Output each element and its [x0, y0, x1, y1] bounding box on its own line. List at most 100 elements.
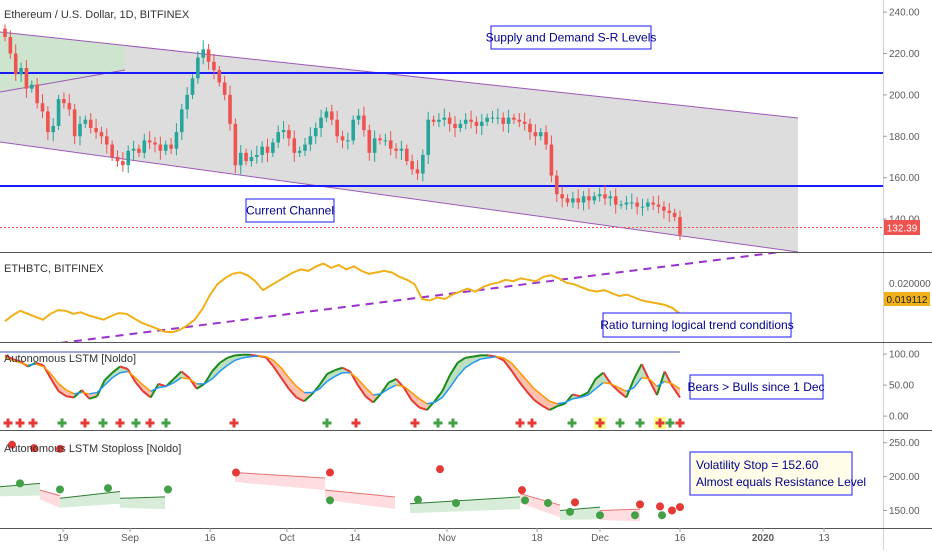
time-axis-label: 16: [674, 533, 686, 544]
candle: [51, 118, 56, 142]
lstm-fast-segment: [134, 381, 144, 392]
lstm-slow-segment: [318, 380, 328, 390]
candle: [678, 210, 682, 241]
lstm-slow-segment: [288, 377, 298, 387]
stop-dot-red: [636, 500, 644, 509]
candle: [394, 143, 398, 159]
lstm-fill-segment: [327, 370, 335, 382]
ratio-tag-text: 0.019112: [887, 295, 928, 306]
candle-body: [587, 196, 591, 201]
candle-body: [190, 78, 195, 95]
lstm-slow-segment: [671, 383, 681, 390]
candle-body: [672, 212, 677, 217]
candle: [222, 75, 227, 101]
candle-body: [303, 144, 307, 151]
stop-line-segment: [599, 508, 641, 511]
stop-dot-red: [656, 502, 664, 511]
lstm-slow-segment: [388, 384, 397, 390]
lstm-slow-segment: [364, 387, 374, 396]
time-axis-label: 16: [204, 533, 216, 544]
lstm-slow-segment: [134, 377, 144, 386]
time-axis[interactable]: 19 Sep 16 Oct 14 Nov 18 Dec 16 2020 13: [57, 528, 830, 544]
candle: [276, 125, 281, 148]
lstm-slow-segment: [396, 384, 404, 388]
stop-dot-red: [676, 503, 684, 512]
lstm-slow-segment: [403, 385, 413, 394]
candle: [121, 152, 125, 172]
candle-body: [228, 94, 232, 124]
candle: [212, 53, 216, 80]
lstm-fill-segment: [595, 372, 604, 389]
stop-dot-green: [56, 485, 64, 494]
stop-line-segment: [234, 472, 326, 479]
lstm-fast-segment: [433, 390, 444, 402]
lstm-fill-segment: [58, 383, 67, 397]
candle-body: [153, 142, 157, 145]
lstm-fast-segment: [227, 354, 236, 359]
candle-body: [421, 154, 425, 174]
lstm-slow-segment: [27, 363, 36, 367]
candle-body: [51, 125, 56, 133]
candle: [40, 94, 45, 119]
lstm-fast-segment: [203, 370, 213, 385]
lstm-fast-segment: [380, 382, 390, 395]
lstm-slow-segment: [296, 385, 305, 394]
candle-body: [179, 109, 184, 133]
bear-signal-marker: [515, 418, 525, 428]
lstm-slow-segment: [656, 380, 666, 387]
candle: [656, 195, 661, 214]
lstm-fast-segment: [35, 361, 44, 367]
candle-body: [646, 202, 650, 207]
candle-body: [35, 84, 39, 104]
time-axis-label: Dec: [591, 533, 609, 544]
lstm-fast-segment: [318, 373, 328, 386]
lstm-slow-segment: [272, 359, 282, 369]
candle: [260, 141, 264, 163]
price-pane-title: Ethereum / U.S. Dollar, 1D, BITFINEX: [4, 9, 190, 21]
candle-body: [544, 132, 548, 145]
lstm-fill-segment: [526, 380, 535, 401]
lstm-fill-segment: [511, 362, 519, 382]
candle-body: [265, 146, 270, 153]
candle: [110, 140, 114, 162]
candle: [421, 149, 425, 182]
candle-body: [56, 99, 61, 126]
candle: [313, 122, 318, 145]
lstm-slow-segment: [518, 370, 528, 381]
lstm-slow-segment: [418, 398, 428, 405]
candle: [281, 120, 286, 139]
lstm-slow-segment: [326, 375, 336, 383]
lstm-fast-segment: [372, 393, 382, 404]
lstm-pane: [0, 351, 685, 429]
candle-body: [40, 103, 45, 112]
annotation-channel-text: Current Channel: [246, 204, 334, 218]
stop-dot-red: [56, 444, 64, 453]
candle-body: [619, 204, 623, 206]
candle: [474, 116, 479, 134]
lstm-fast-segment: [89, 395, 98, 400]
lstm-fast-segment: [342, 366, 351, 373]
candle: [496, 108, 500, 125]
lstm-fast-segment: [449, 362, 459, 376]
candle-body: [185, 94, 189, 110]
lstm-slow-segment: [127, 370, 136, 379]
lstm-fast-segment: [311, 384, 321, 396]
candle: [94, 118, 98, 139]
stop-dot-green: [326, 496, 334, 505]
candle: [410, 154, 414, 175]
price-axis-label: 220.00: [889, 49, 920, 60]
lstm-slow-segment: [42, 365, 52, 375]
candle: [174, 123, 179, 156]
lstm-slow-segment: [158, 385, 167, 389]
candle-body: [174, 132, 179, 149]
candle-body: [667, 210, 672, 213]
candle-body: [415, 169, 420, 174]
candle: [319, 109, 323, 138]
candle: [560, 186, 564, 208]
candle: [426, 111, 431, 164]
bear-signal-marker: [675, 418, 685, 428]
lstm-fast-segment: [58, 390, 67, 398]
candle: [490, 111, 495, 124]
candle: [104, 128, 109, 154]
